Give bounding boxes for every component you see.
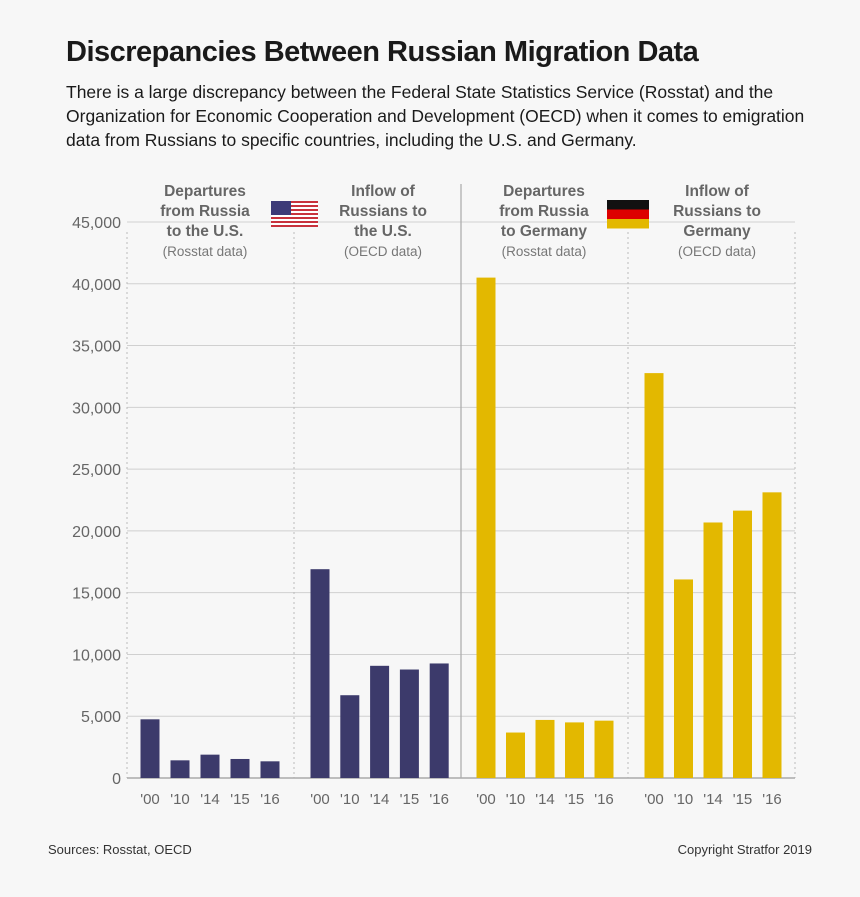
bar <box>429 663 449 778</box>
panel-heading-line: Departures <box>503 183 585 200</box>
bar <box>140 719 160 778</box>
bar <box>565 722 584 778</box>
bar <box>340 695 360 778</box>
bar <box>506 732 525 778</box>
bar <box>733 510 752 778</box>
chart-title: Discrepancies Between Russian Migration … <box>66 36 699 68</box>
panel-source: (Rosstat data) <box>501 244 587 259</box>
y-tick-label: 5,000 <box>81 709 121 726</box>
y-tick-label: 40,000 <box>72 277 121 294</box>
x-tick-label: '10 <box>674 791 694 808</box>
bar <box>399 669 419 778</box>
panel-heading: Departures from Russia to Germany (Rosstat … <box>469 182 619 259</box>
panel-heading-line: to Germany <box>500 223 588 240</box>
panel-source: (Rosstat data) <box>162 244 248 259</box>
y-tick-label: 15,000 <box>72 586 121 603</box>
x-tick-label: '00 <box>310 791 330 808</box>
bar <box>476 277 496 778</box>
bar <box>370 665 390 778</box>
x-tick-label: '15 <box>733 791 753 808</box>
x-tick-label: '16 <box>594 791 614 808</box>
x-tick-label: '10 <box>170 791 190 808</box>
panel-heading-line: Inflow of <box>351 183 415 200</box>
bar <box>170 760 190 778</box>
sources-note: Sources: Rosstat, OECD <box>48 842 192 857</box>
us-flag-icon <box>271 201 318 227</box>
panel-heading-line: from Russia <box>499 203 589 220</box>
bar <box>594 720 614 778</box>
y-tick-label: 25,000 <box>72 462 121 479</box>
x-tick-label: '00 <box>476 791 496 808</box>
panel-heading-line: from Russia <box>160 203 250 220</box>
bar <box>230 758 250 778</box>
panel-source: (OECD data) <box>343 244 423 259</box>
panel-heading-line: to the U.S. <box>166 223 244 240</box>
panel-source: (OECD data) <box>677 244 757 259</box>
x-tick-label: '10 <box>506 791 526 808</box>
x-tick-label: '14 <box>200 791 220 808</box>
panel-heading-line: Russians to <box>339 203 427 220</box>
bar <box>762 492 782 778</box>
y-tick-label: 0 <box>112 771 121 788</box>
panel-heading-line: Russians to <box>673 203 761 220</box>
x-tick-label: '16 <box>429 791 449 808</box>
panel-heading: Inflow of Russians to the U.S. (OECD data) <box>308 182 458 259</box>
x-tick-label: '15 <box>400 791 420 808</box>
copyright-note: Copyright Stratfor 2019 <box>677 842 812 857</box>
germany-flag-icon <box>607 200 649 210</box>
y-tick-label: 35,000 <box>72 339 121 356</box>
x-tick-label: '14 <box>535 791 555 808</box>
bar <box>200 754 220 778</box>
panel-heading-line: Departures <box>164 183 246 200</box>
panel-heading-line: Inflow of <box>685 183 749 200</box>
x-tick-label: '15 <box>565 791 585 808</box>
x-tick-label: '14 <box>370 791 390 808</box>
x-tick-label: '16 <box>762 791 782 808</box>
bar <box>674 579 693 778</box>
y-tick-label: 45,000 <box>72 215 121 232</box>
germany-flag-stripe <box>607 209 649 219</box>
y-tick-label: 30,000 <box>72 400 121 417</box>
x-tick-label: '14 <box>703 791 723 808</box>
y-tick-label: 10,000 <box>72 647 121 664</box>
panel-heading-line: the U.S. <box>354 223 412 240</box>
bar <box>310 569 330 778</box>
x-tick-label: '00 <box>140 791 160 808</box>
chart-subtitle: There is a large discrepancy between the… <box>66 82 805 150</box>
germany-flag-stripe <box>607 219 649 229</box>
y-tick-label: 20,000 <box>72 524 121 541</box>
x-tick-label: '10 <box>340 791 360 808</box>
bar <box>644 373 664 778</box>
x-tick-label: '00 <box>644 791 664 808</box>
panel-heading: Inflow of Russians to Germany (OECD data) <box>642 182 792 259</box>
x-tick-label: '16 <box>260 791 280 808</box>
x-tick-label: '15 <box>230 791 250 808</box>
bar <box>260 761 280 778</box>
bar <box>535 719 555 778</box>
panel-heading: Departures from Russia to the U.S. (Rosstat… <box>130 182 280 259</box>
panel-heading-line: Germany <box>683 223 751 240</box>
bar <box>703 522 723 778</box>
